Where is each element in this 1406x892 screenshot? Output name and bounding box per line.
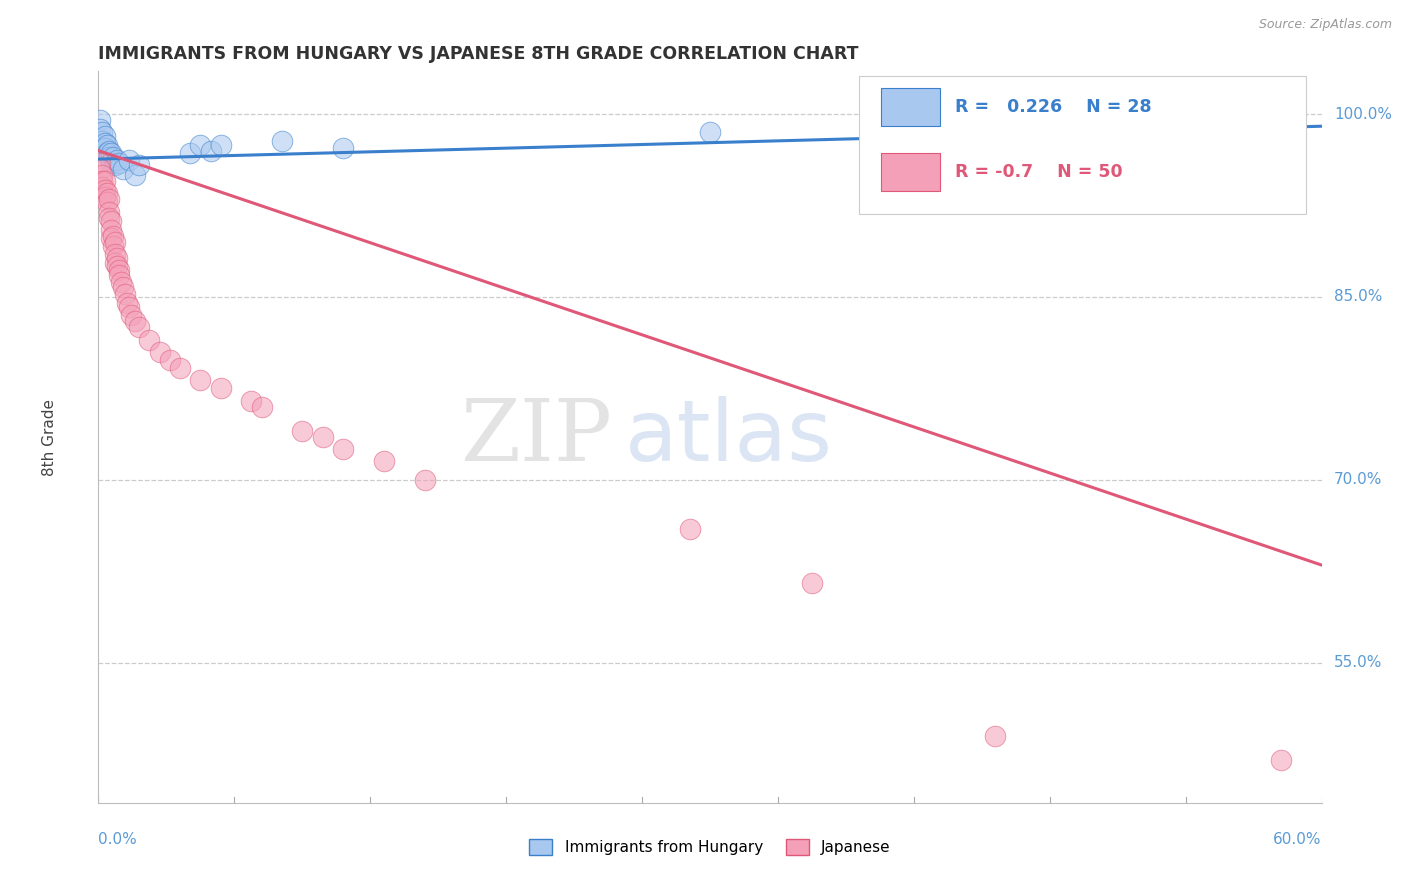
Point	[105, 251, 128, 265]
Point	[100, 231, 122, 245]
Text: 8th Grade: 8th Grade	[42, 399, 58, 475]
Point	[114, 287, 136, 301]
Point	[270, 134, 294, 148]
Point	[209, 381, 232, 395]
Point	[101, 228, 124, 243]
Point	[699, 125, 721, 139]
Point	[332, 442, 354, 457]
Point	[91, 180, 114, 194]
Text: 70.0%: 70.0%	[1334, 472, 1382, 487]
Point	[105, 153, 128, 168]
Point	[104, 158, 127, 172]
Text: atlas: atlas	[624, 395, 832, 479]
Point	[108, 268, 131, 282]
Point	[120, 308, 142, 322]
Point	[93, 174, 115, 188]
Point	[91, 134, 114, 148]
Point	[97, 144, 120, 158]
Point	[97, 192, 120, 206]
Point	[240, 393, 263, 408]
Point	[373, 454, 395, 468]
Point	[188, 137, 212, 152]
Text: ZIP: ZIP	[460, 395, 612, 479]
FancyBboxPatch shape	[859, 77, 1306, 214]
Text: IMMIGRANTS FROM HUNGARY VS JAPANESE 8TH GRADE CORRELATION CHART: IMMIGRANTS FROM HUNGARY VS JAPANESE 8TH …	[98, 45, 859, 62]
Point	[118, 300, 141, 314]
Point	[97, 211, 120, 225]
Point	[159, 353, 181, 368]
Point	[169, 360, 191, 375]
Point	[179, 146, 201, 161]
Point	[91, 125, 114, 139]
Point	[801, 576, 824, 591]
Point	[149, 344, 172, 359]
Point	[93, 128, 115, 143]
Point	[118, 153, 141, 168]
Text: 60.0%: 60.0%	[1274, 832, 1322, 847]
Point	[104, 235, 127, 249]
Point	[104, 256, 127, 270]
Point	[1270, 753, 1292, 767]
Legend: Immigrants from Hungary, Japanese: Immigrants from Hungary, Japanese	[523, 833, 897, 861]
Point	[209, 137, 232, 152]
Point	[100, 146, 122, 161]
Point	[93, 141, 115, 155]
Point	[96, 194, 118, 209]
Point	[128, 320, 150, 334]
Point	[138, 333, 160, 347]
Point	[93, 183, 115, 197]
Point	[108, 155, 131, 169]
Point	[413, 473, 436, 487]
Point	[89, 121, 111, 136]
Point	[97, 204, 120, 219]
Point	[984, 729, 1007, 743]
Text: 100.0%: 100.0%	[1334, 106, 1392, 121]
Point	[97, 150, 120, 164]
Point	[101, 238, 124, 252]
Point	[111, 280, 134, 294]
Point	[128, 158, 150, 172]
Point	[101, 150, 124, 164]
Point	[115, 296, 138, 310]
Point	[96, 146, 118, 161]
Point	[332, 141, 354, 155]
Text: R = -0.7    N = 50: R = -0.7 N = 50	[955, 162, 1122, 180]
Point	[188, 373, 212, 387]
FancyBboxPatch shape	[882, 88, 941, 126]
FancyBboxPatch shape	[882, 153, 941, 191]
Text: 55.0%: 55.0%	[1334, 655, 1382, 670]
Point	[89, 161, 111, 176]
Point	[91, 168, 114, 182]
Point	[291, 424, 314, 438]
Point	[679, 521, 702, 535]
Text: R =   0.226    N = 28: R = 0.226 N = 28	[955, 98, 1152, 116]
Point	[96, 186, 118, 201]
Point	[96, 137, 118, 152]
Point	[100, 223, 122, 237]
Point	[93, 136, 115, 151]
Point	[124, 314, 146, 328]
Point	[100, 155, 122, 169]
Point	[110, 275, 132, 289]
Point	[312, 430, 335, 444]
Text: Source: ZipAtlas.com: Source: ZipAtlas.com	[1258, 18, 1392, 31]
Point	[91, 174, 114, 188]
Text: 0.0%: 0.0%	[98, 832, 138, 847]
Point	[105, 260, 128, 274]
Point	[111, 161, 134, 176]
Point	[89, 155, 111, 169]
Text: 85.0%: 85.0%	[1334, 289, 1382, 304]
Point	[89, 113, 111, 128]
Point	[93, 190, 115, 204]
Point	[250, 400, 273, 414]
Point	[200, 144, 222, 158]
Point	[108, 263, 131, 277]
Point	[124, 168, 146, 182]
Point	[100, 214, 122, 228]
Point	[104, 247, 127, 261]
